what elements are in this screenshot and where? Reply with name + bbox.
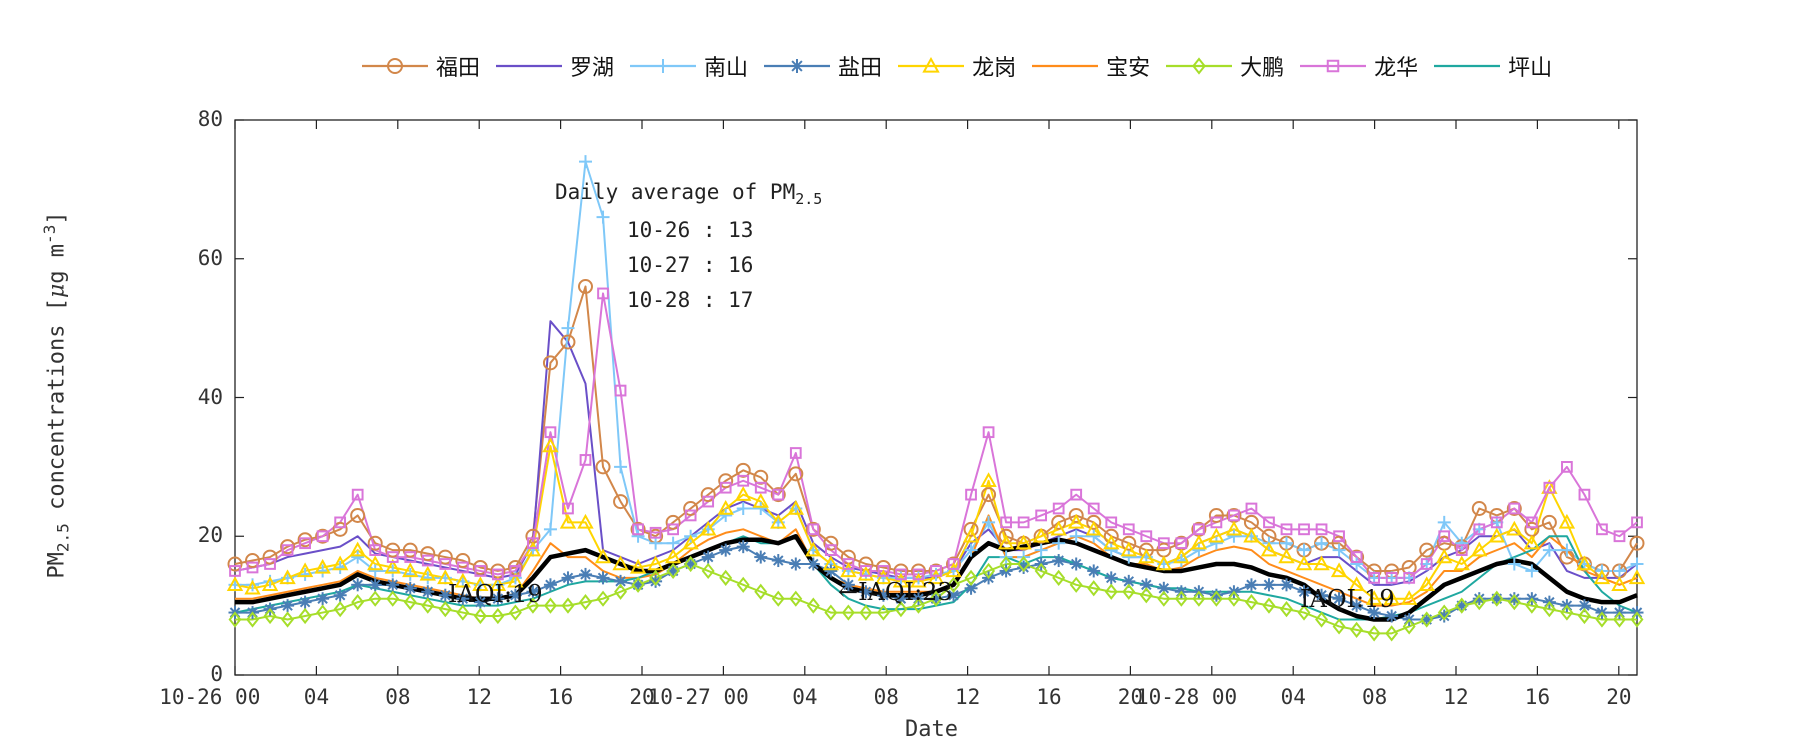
x-tick-label: 16 bbox=[1036, 685, 1062, 709]
markers-龙岗 bbox=[226, 437, 1646, 605]
markers-南山 bbox=[228, 155, 1644, 592]
line-icon bbox=[496, 64, 563, 68]
legend-label: 坪山 bbox=[1508, 56, 1553, 81]
y-tick-label: 20 bbox=[197, 523, 223, 548]
markers-福田 bbox=[227, 279, 1645, 579]
daily-average-10-27: 10-27 : 16 bbox=[627, 253, 754, 277]
x-tick-label: 12 bbox=[466, 685, 492, 709]
legend-item: 龙岗 bbox=[896, 50, 1016, 82]
series-南山 bbox=[235, 160, 1638, 586]
legend-label: 大鹏 bbox=[1240, 56, 1285, 81]
x-tick-label: 16 bbox=[548, 685, 574, 709]
legend-item: 南山 bbox=[628, 50, 748, 82]
legend-item: 福田 bbox=[360, 50, 480, 82]
daily-average-10-26: 10-26 : 13 bbox=[627, 218, 754, 242]
markers-大鹏 bbox=[228, 555, 1644, 642]
x-tick-label: 20 bbox=[1117, 685, 1144, 709]
daily-average-title: Daily average of PM2.5 bbox=[555, 180, 823, 209]
x-tick-label: 12 bbox=[1443, 685, 1469, 709]
line-icon bbox=[1032, 64, 1099, 68]
y-tick-label: 60 bbox=[197, 245, 223, 270]
legend-label: 龙华 bbox=[1374, 56, 1419, 81]
diamond-icon bbox=[1166, 57, 1233, 75]
iaqi-label-1: IAQI:19 bbox=[448, 580, 543, 608]
x-tick-label: 08 bbox=[1362, 685, 1388, 709]
x-tick-label: 16 bbox=[1524, 685, 1551, 709]
legend-label: 福田 bbox=[436, 56, 481, 81]
legend-label: 南山 bbox=[704, 56, 749, 81]
y-tick-label: 40 bbox=[197, 384, 223, 409]
legend-item: 龙华 bbox=[1298, 50, 1418, 82]
x-tick-label: 04 bbox=[792, 685, 818, 709]
x-tick-label: 08 bbox=[873, 685, 899, 709]
x-tick-label: 10-28 00 bbox=[1136, 685, 1238, 709]
asterisk-icon bbox=[764, 59, 831, 73]
y-tick-label: 80 bbox=[197, 107, 223, 131]
plot-markers bbox=[226, 155, 1646, 642]
series-福田 bbox=[234, 285, 1638, 572]
x-tick-label: 20 bbox=[1606, 685, 1632, 709]
plot-frame bbox=[234, 119, 1638, 676]
x-axis-label: Date bbox=[905, 717, 958, 742]
legend-label: 龙岗 bbox=[972, 56, 1017, 81]
series-龙华 bbox=[234, 292, 1638, 579]
x-tick-label: 04 bbox=[1280, 685, 1306, 709]
legend-item: 罗湖 bbox=[494, 50, 614, 82]
circle-icon bbox=[362, 58, 428, 74]
iaqi-label-3: IAQI:19 bbox=[1300, 585, 1395, 613]
x-tick-label: 10-27 00 bbox=[647, 685, 749, 709]
markers-龙华 bbox=[229, 287, 1643, 584]
x-tick-label: 10-26 00 bbox=[159, 685, 261, 709]
legend-label: 罗湖 bbox=[570, 56, 615, 81]
y-tick-label: 0 bbox=[210, 662, 223, 686]
plus-icon bbox=[630, 59, 697, 73]
daily-average-10-28: 10-28 : 17 bbox=[627, 288, 754, 312]
legend: 福田 罗湖 南山 盐田 龙岗 宝安 大鹏 龙华 坪山 bbox=[360, 46, 1552, 86]
x-tick-label: 04 bbox=[303, 685, 330, 709]
square-icon bbox=[1300, 59, 1367, 73]
legend-label: 盐田 bbox=[838, 56, 883, 81]
legend-label: 宝安 bbox=[1106, 56, 1151, 81]
x-tick-label: 12 bbox=[955, 685, 981, 709]
x-tick-label: 08 bbox=[385, 685, 411, 709]
legend-item: 宝安 bbox=[1030, 50, 1150, 82]
legend-item: 盐田 bbox=[762, 50, 882, 82]
x-tick-label: 20 bbox=[629, 685, 655, 709]
triangle-icon bbox=[898, 56, 965, 73]
legend-item: 大鹏 bbox=[1164, 50, 1284, 82]
legend-item: 坪山 bbox=[1432, 50, 1552, 82]
y-axis-label: PM2.5 concentrations [μg m-3] bbox=[40, 211, 73, 579]
iaqi-label-2: ←IAQI:23 bbox=[838, 578, 953, 606]
series-罗湖 bbox=[234, 320, 1638, 586]
line-icon bbox=[1434, 64, 1501, 68]
